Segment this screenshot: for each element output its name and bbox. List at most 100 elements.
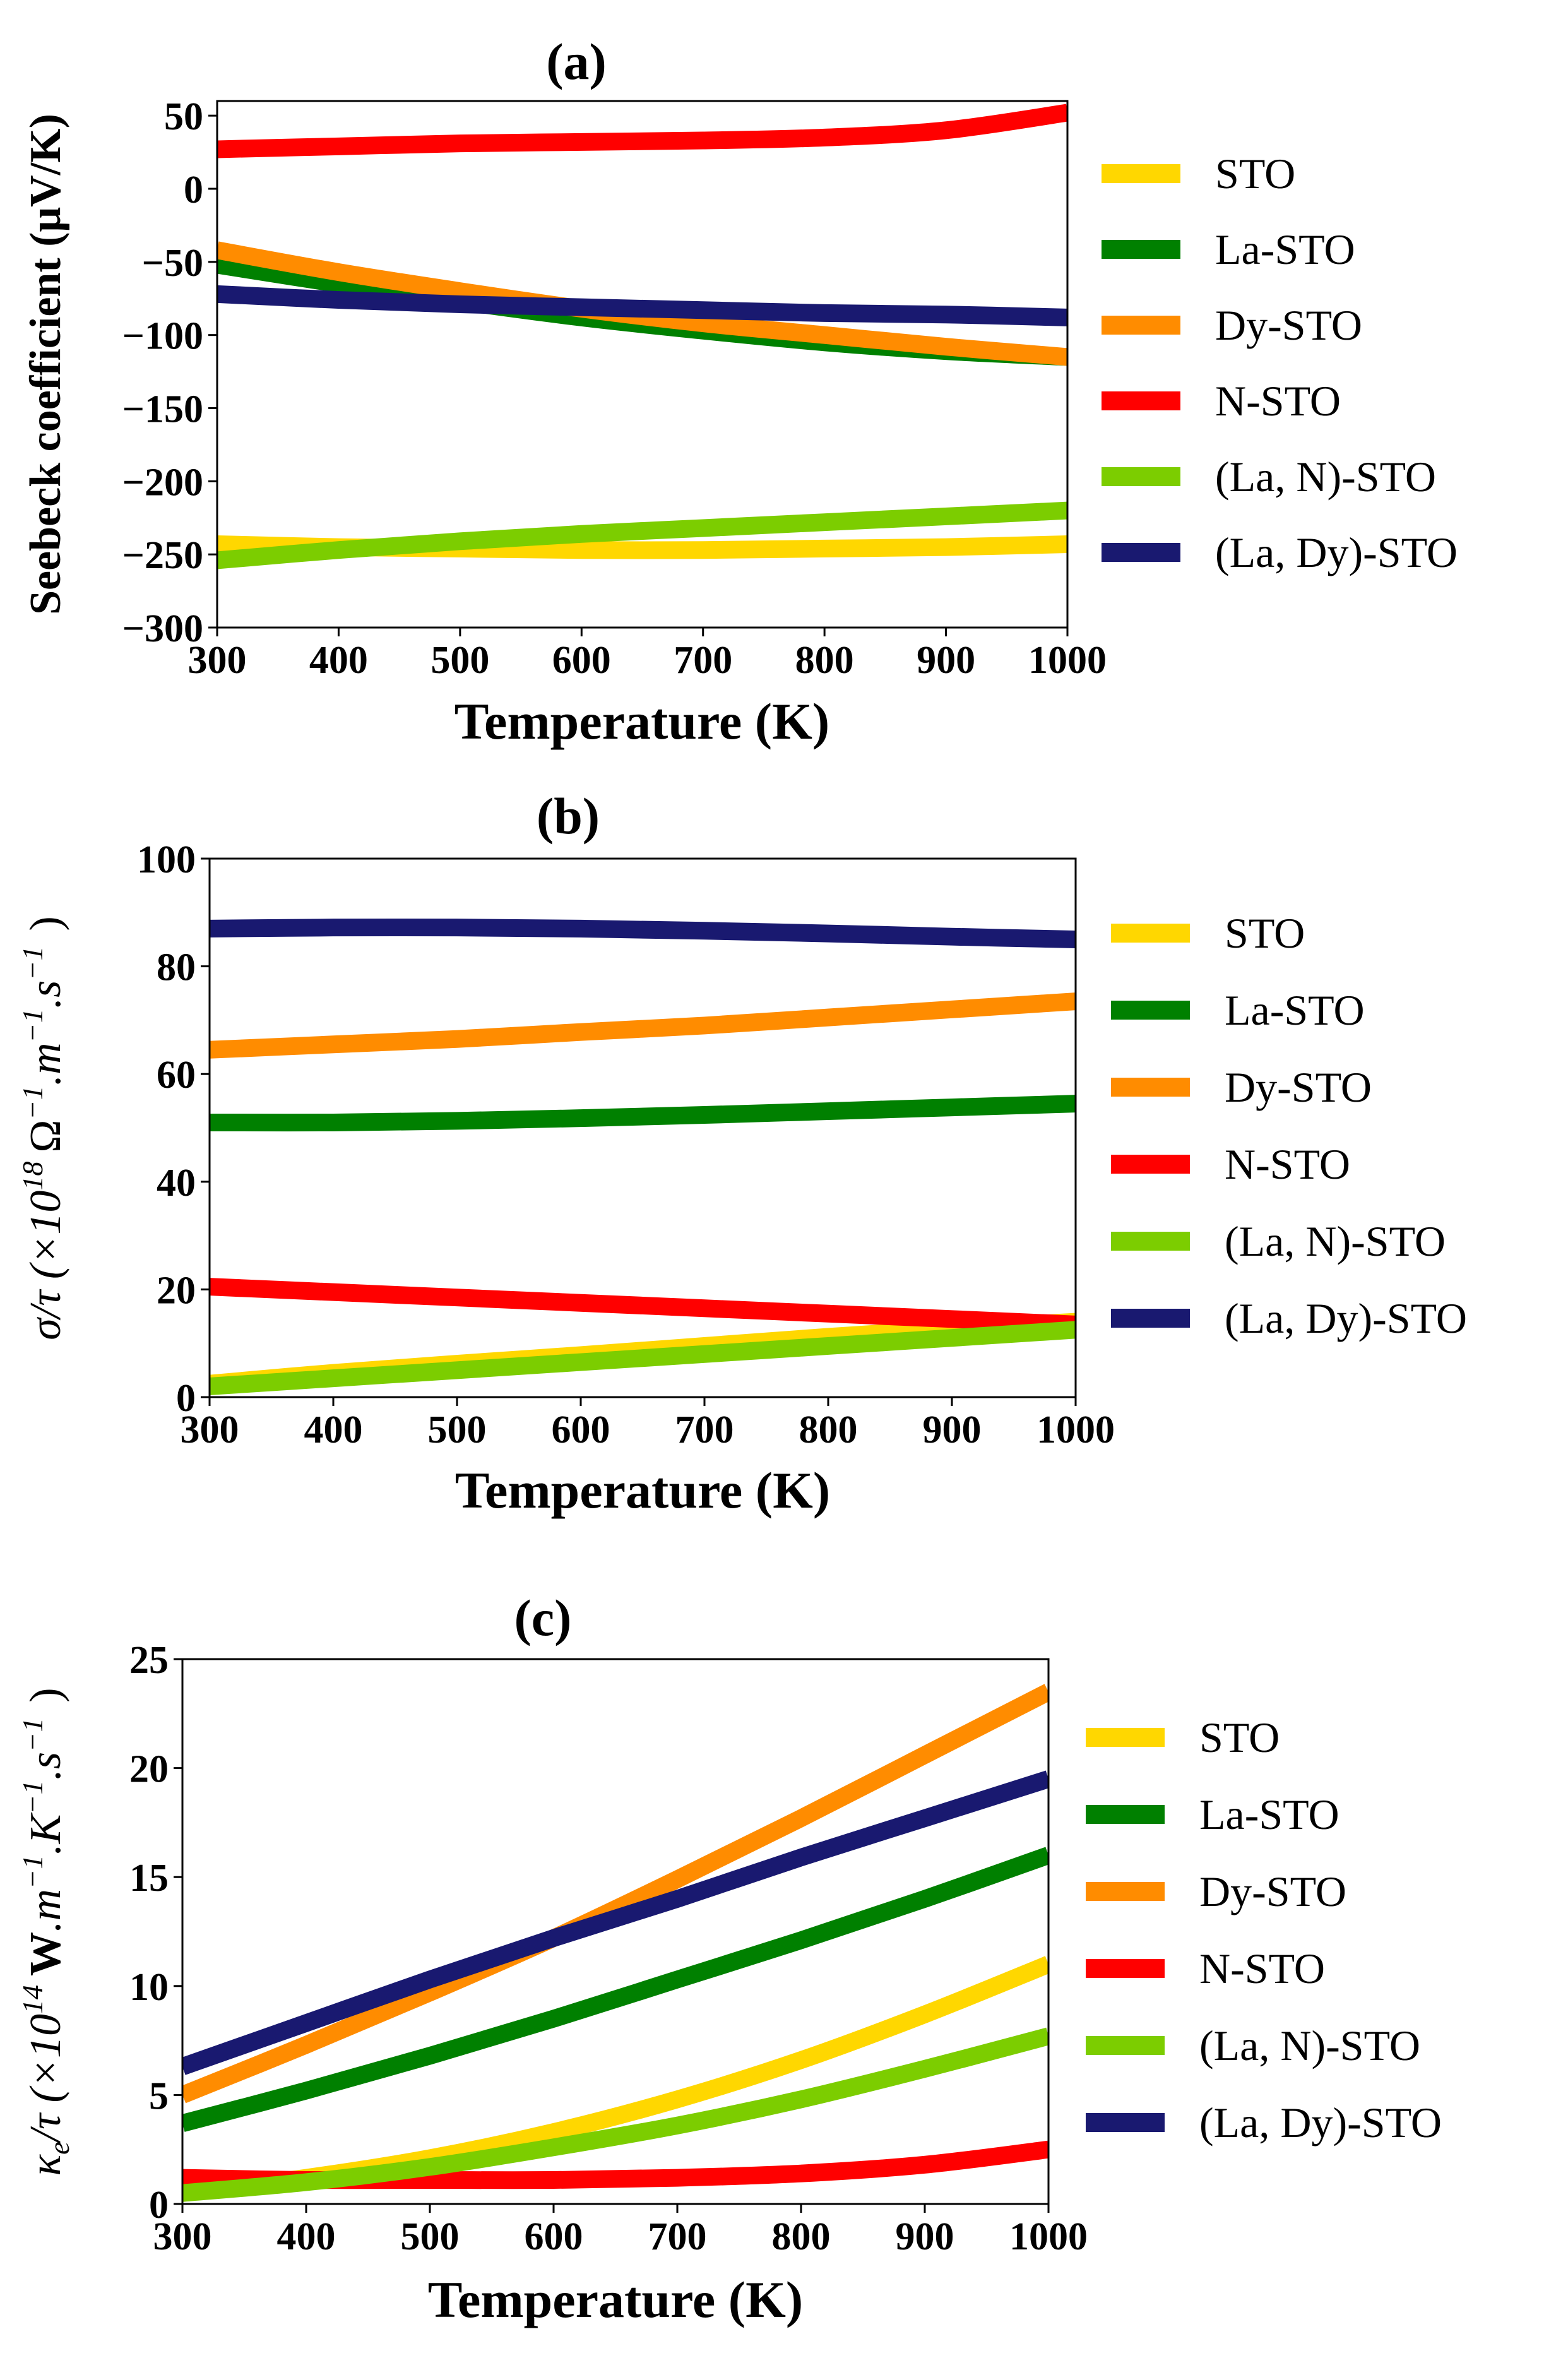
y-label-tail: Ω (21, 1120, 70, 1153)
x-tick-label: 500 (428, 1408, 487, 1451)
y-label-minus1-a: −1 (16, 1855, 49, 1889)
legend-label-la-n-sto: (La, N)-STO (1215, 453, 1436, 501)
y-tick-label: 20 (129, 1748, 169, 1791)
x-tick-label: 1000 (1036, 1408, 1115, 1451)
series-line-la-n-sto (210, 1321, 1076, 1395)
y-label-sub: e (43, 2142, 75, 2155)
legend: STO La-STO Dy-STO N-STO (La, N)-STO (La, Dy)-… (1111, 909, 1467, 1342)
y-label-tail3: .s (21, 1752, 70, 1780)
y-axis-label: σ/τ (×1018Ω−1.m−1.s−1) (16, 916, 70, 1340)
series-layer (182, 1684, 1048, 2202)
y-ticks: 50 0 −50 −100 −150 −200 −250 −300 (122, 95, 217, 650)
chart-title: (c) (514, 1589, 571, 1646)
legend-label-la-sto: La-STO (1199, 1790, 1339, 1838)
y-label-close: ) (21, 1688, 70, 1702)
y-label-minus1-b: −1 (16, 1008, 49, 1042)
legend-label-la-n-sto: (La, N)-STO (1199, 2022, 1420, 2069)
x-tick-label: 300 (153, 2215, 212, 2258)
y-label-bold: W (21, 1932, 70, 1976)
y-tick-label: 15 (129, 1857, 169, 1900)
x-tick-label: 800 (772, 2215, 831, 2258)
x-tick-label: 900 (896, 2215, 954, 2258)
legend-label-dy-sto: Dy-STO (1199, 1867, 1346, 1915)
y-label-close: ) (21, 916, 70, 931)
series-line-la-n-sto (182, 2027, 1048, 2202)
y-tick-label: 20 (157, 1269, 196, 1312)
x-axis-label: Temperature (K) (428, 2271, 803, 2328)
legend: STO La-STO Dy-STO N-STO (La, N)-STO (La, Dy)-… (1086, 1713, 1442, 2147)
x-ticks: 300 400 500 600 700 800 900 1000 (188, 628, 1107, 682)
y-ticks: 100 80 60 40 20 0 (137, 838, 210, 1420)
x-ticks: 300 400 500 600 700 800 900 1000 (153, 2204, 1088, 2258)
y-label-tail3: .s (21, 980, 70, 1009)
series-line-la-dy-sto (217, 285, 1067, 326)
y-tick-label: 5 (149, 2075, 169, 2117)
x-tick-label: 600 (525, 2215, 583, 2258)
x-tick-label: 700 (648, 2215, 707, 2258)
y-axis-label: Seebeck coefficient (μV/K) (21, 114, 70, 615)
x-tick-label: 600 (552, 1408, 610, 1451)
legend-label-la-n-sto: (La, N)-STO (1225, 1217, 1446, 1265)
legend-label-n-sto: N-STO (1199, 1944, 1325, 1992)
x-tick-label: 500 (431, 639, 489, 682)
legend-label-sto: STO (1199, 1713, 1280, 1761)
x-tick-label: 1000 (1009, 2215, 1088, 2258)
series-line-dy-sto (182, 1684, 1048, 2104)
y-tick-label: 0 (184, 169, 203, 211)
x-tick-label: 800 (799, 1408, 858, 1451)
y-label-tail: .m (21, 1889, 70, 1932)
y-label-minus1-c: −1 (16, 1718, 49, 1752)
y-tick-label: 60 (157, 1054, 196, 1097)
x-tick-label: 700 (675, 1408, 734, 1451)
x-tick-label: 1000 (1028, 639, 1107, 682)
y-tick-label: −300 (122, 607, 203, 650)
legend-label-n-sto: N-STO (1215, 377, 1341, 425)
y-label-exp: 18 (16, 1162, 49, 1191)
y-label-minus1-b: −1 (16, 1780, 49, 1814)
x-tick-label: 500 (401, 2215, 460, 2258)
y-tick-label: −100 (122, 315, 203, 358)
y-label-tail2: .m (21, 1042, 70, 1085)
y-tick-label: 25 (129, 1639, 169, 1682)
legend-label-dy-sto: Dy-STO (1215, 301, 1362, 349)
y-label-main: κ (21, 2154, 70, 2176)
x-tick-label: 400 (277, 2215, 336, 2258)
y-label-minus1-a: −1 (16, 1086, 49, 1120)
x-tick-label: 300 (188, 639, 247, 682)
y-label-exp: 14 (16, 1985, 49, 2014)
plot-frame (216, 100, 1069, 629)
legend-label-la-dy-sto: (La, Dy)-STO (1199, 2099, 1442, 2147)
y-axis-label: κe/τ (×1014W.m−1.K−1.s−1) (16, 1688, 75, 2176)
chart-title: (b) (537, 787, 600, 845)
x-tick-label: 400 (309, 639, 368, 682)
x-tick-label: 800 (795, 639, 854, 682)
y-tick-label: −150 (122, 388, 203, 431)
legend-label-sto: STO (1225, 909, 1305, 957)
series-line-la-dy-sto (182, 1770, 1048, 2075)
y-label-mid: /τ (×10 (21, 2014, 70, 2145)
legend-label-la-sto: La-STO (1215, 225, 1355, 273)
y-tick-label: 100 (137, 838, 196, 881)
plot-frame (208, 857, 1077, 1398)
series-layer (217, 104, 1067, 569)
y-tick-label: −50 (142, 242, 203, 285)
series-line-la-dy-sto (210, 918, 1076, 948)
y-tick-label: −200 (122, 461, 203, 504)
panel-b-conductivity: (b) 300 400 500 600 700 800 900 1000 100 80 60 40 2… (16, 787, 1467, 1519)
y-label-tail2: .K (21, 1812, 70, 1855)
chart-title: (a) (546, 33, 607, 90)
x-axis-label: Temperature (K) (454, 693, 829, 750)
y-tick-label: 50 (164, 95, 203, 138)
y-tick-label: 10 (129, 1966, 169, 2009)
series-line-n-sto (210, 1278, 1076, 1333)
y-tick-label: 40 (157, 1162, 196, 1205)
x-tick-label: 300 (181, 1408, 239, 1451)
legend-label-sto: STO (1215, 150, 1295, 198)
y-ticks: 25 20 15 10 5 0 (129, 1639, 182, 2227)
y-tick-label: 0 (149, 2184, 169, 2227)
x-ticks: 300 400 500 600 700 800 900 1000 (181, 1397, 1115, 1451)
x-axis-label: Temperature (K) (455, 1462, 830, 1519)
x-tick-label: 700 (674, 639, 732, 682)
panel-a-seebeck: (a) 300 400 500 600 700 800 900 1000 500−50−100… (21, 33, 1458, 750)
